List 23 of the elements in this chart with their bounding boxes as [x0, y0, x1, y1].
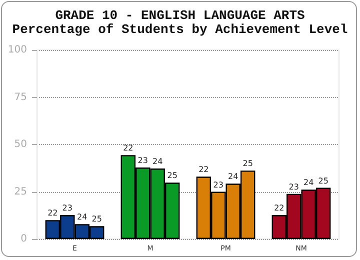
- text: 22: [123, 144, 134, 153]
- series-label: 22: [48, 208, 58, 218]
- series-label: 23: [62, 203, 72, 212]
- y-tick-label: 75: [14, 92, 27, 103]
- series-label: 24: [77, 212, 88, 222]
- chart-title: GRADE 10 - ENGLISH LANGUAGE ARTS: [55, 8, 306, 23]
- text: 24: [228, 172, 238, 182]
- text: 24: [304, 178, 314, 188]
- text: 23: [138, 156, 148, 166]
- text: 22: [198, 165, 209, 174]
- y-tick-label: 50: [14, 139, 27, 150]
- text: 24: [152, 157, 163, 166]
- text: 22: [274, 203, 284, 212]
- y-tick-label: 0: [20, 234, 27, 244]
- text: 23: [213, 180, 224, 190]
- series-label: 25: [92, 214, 102, 224]
- y-tick-label: 100: [8, 44, 27, 56]
- text: 23: [288, 182, 299, 192]
- text: 25: [167, 171, 178, 180]
- text: 25: [318, 176, 328, 186]
- text: 25: [242, 159, 253, 168]
- y-tick-label: 25: [14, 186, 27, 198]
- chart-subtitle: Percentage of Students by Achievement Level: [12, 22, 348, 37]
